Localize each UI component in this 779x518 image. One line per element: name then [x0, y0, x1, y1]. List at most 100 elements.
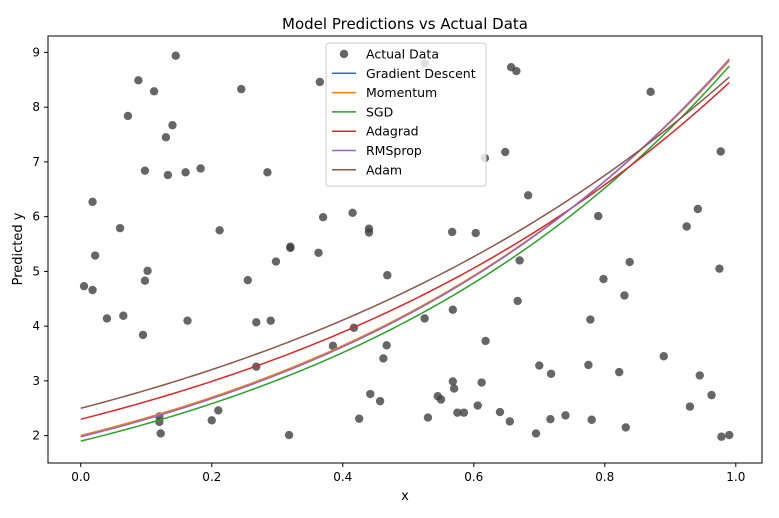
scatter-point [615, 367, 624, 377]
scatter-point [725, 430, 734, 440]
y-tick-label: 4 [32, 319, 40, 333]
scatter-point [546, 369, 556, 378]
scatter-point [448, 305, 458, 314]
scatter-point [561, 411, 570, 420]
scatter-point [501, 147, 510, 157]
y-tick-label: 3 [32, 374, 40, 388]
scatter-point [215, 226, 224, 235]
scatter-point [383, 271, 392, 280]
scatter-point [140, 166, 150, 175]
scatter-point [448, 377, 458, 386]
scatter-point [535, 361, 544, 370]
scatter-point [586, 315, 595, 324]
legend-label: Adam [366, 162, 402, 177]
scatter-point [161, 133, 171, 142]
x-tick-label: 0.6 [464, 470, 483, 484]
scatter-point [682, 222, 691, 231]
scatter-point [495, 407, 505, 417]
legend-label: Momentum [366, 85, 437, 100]
scatter-point [695, 371, 704, 380]
scatter-point [214, 406, 223, 415]
scatter-point [271, 257, 281, 266]
scatter-point [625, 257, 634, 267]
scatter-point [286, 243, 295, 253]
scatter-point [693, 204, 703, 214]
scatter-point [252, 318, 261, 327]
scatter-point [685, 402, 695, 411]
y-tick-label: 2 [32, 429, 40, 443]
y-tick-label: 6 [32, 210, 40, 224]
legend-label: Gradient Descent [366, 66, 476, 81]
scatter-point [140, 276, 150, 285]
scatter-point [659, 352, 668, 361]
y-tick-label: 8 [32, 100, 40, 114]
scatter-point [138, 330, 148, 340]
scatter-point [481, 336, 490, 346]
scatter-point [284, 430, 294, 440]
legend-marker [339, 49, 349, 59]
scatter-point [646, 87, 655, 97]
scatter-point [90, 251, 100, 260]
scatter-point [382, 341, 391, 350]
scatter-point [123, 111, 133, 121]
scatter-point [315, 77, 325, 87]
scatter-point [531, 429, 541, 438]
y-tick-label: 9 [32, 45, 40, 59]
plot-area [79, 51, 734, 442]
scatter-point [183, 316, 192, 325]
scatter-point [436, 395, 446, 404]
scatter-point [453, 408, 462, 417]
scatter-point [143, 266, 152, 276]
series-line [80, 58, 730, 438]
y-tick-label: 5 [32, 264, 40, 278]
x-tick-label: 0.4 [333, 470, 352, 484]
scatter-point [366, 389, 375, 399]
x-tick-label: 0.8 [595, 470, 614, 484]
scatter-point [314, 248, 323, 257]
scatter-point [379, 354, 388, 363]
scatter-point [707, 390, 716, 400]
scatter-point [79, 281, 89, 291]
scatter-point [156, 429, 165, 438]
plot-frame [47, 35, 763, 464]
scatter-point [328, 341, 338, 351]
chart-title: Model Predictions vs Actual Data [282, 15, 528, 33]
scatter-point [149, 87, 159, 96]
scatter-point [207, 416, 216, 425]
x-tick-label: 0.0 [71, 470, 90, 484]
scatter-point [181, 168, 190, 177]
scatter-point [134, 76, 143, 85]
scatter-point [599, 274, 608, 284]
scatter-point [717, 432, 726, 441]
scatter-point [477, 378, 486, 387]
scatter-point [354, 414, 364, 423]
legend-box [325, 42, 487, 187]
series-line [80, 76, 730, 409]
legend-label: Adagrad [366, 124, 419, 139]
scatter-point [515, 256, 524, 265]
scatter-point [375, 396, 385, 406]
scatter-point [716, 147, 725, 156]
scatter-point [263, 168, 272, 177]
y-axis-label: Predicted y [11, 212, 26, 285]
scatter-point [243, 275, 252, 285]
scatter-point [505, 417, 515, 426]
x-axis-label: x [401, 489, 409, 504]
legend: Actual Data Gradient Descent Momentum SGD Ad… [325, 42, 487, 187]
scatter-point [512, 66, 521, 76]
x-tick-label: 1.0 [726, 470, 745, 484]
scatter-point [473, 401, 482, 410]
series-line [80, 65, 730, 442]
scatter-point [168, 121, 177, 130]
scatter-point [471, 228, 480, 238]
scatter-point [266, 316, 275, 325]
scatter-point [364, 228, 374, 237]
x-axis: 0.0 0.2 0.4 0.6 0.8 1.0 [71, 463, 745, 484]
scatter-point [620, 291, 629, 300]
scatter-point [513, 296, 522, 306]
y-axis: 2 3 4 5 6 7 8 9 [32, 45, 48, 443]
scatter-point [449, 384, 459, 393]
legend-label: SGD [366, 104, 393, 119]
